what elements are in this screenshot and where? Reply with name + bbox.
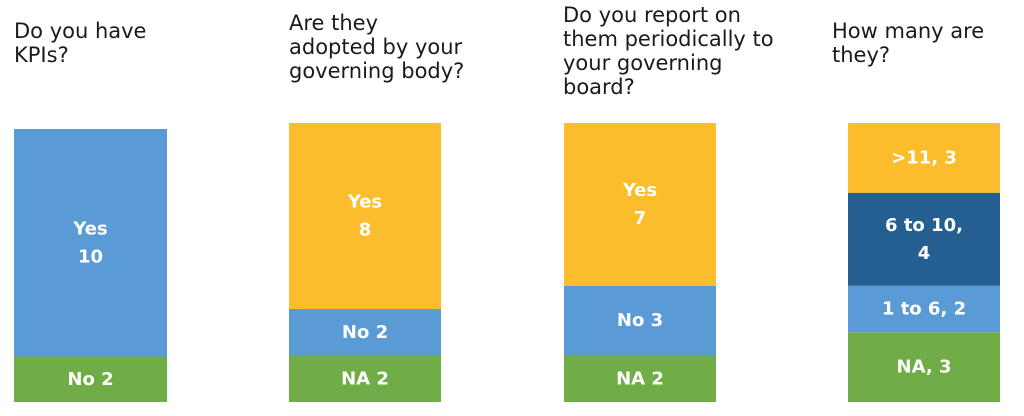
data-label: NA 2 (341, 368, 389, 389)
bar-segment-na (564, 355, 716, 402)
bar-segment-yes (564, 123, 716, 286)
data-label: 4 (918, 243, 931, 264)
data-label: Yes (347, 192, 382, 213)
data-label: NA 2 (616, 368, 664, 389)
data-label: 1 to 6, 2 (882, 299, 966, 320)
bar-segment-na (289, 355, 441, 402)
bar-segment-1-to-6 (848, 285, 1000, 333)
data-label: 8 (359, 220, 372, 241)
data-label: NA, 3 (897, 357, 952, 378)
question-title-report: Do you report on them periodically to yo… (563, 3, 774, 99)
question-title-how-many: How many are they? (832, 19, 985, 67)
data-label: Yes (72, 218, 107, 239)
bar-segment-na (848, 332, 1000, 402)
bar-segment-yes (289, 123, 441, 309)
data-label: 7 (634, 208, 647, 229)
data-label: No 2 (67, 369, 113, 390)
data-label: >11, 3 (891, 147, 957, 168)
bar-segment-11 (848, 123, 1000, 193)
question-title-kpis: Do you have KPIs? (14, 19, 147, 67)
data-label: 6 to 10, (885, 215, 963, 236)
bar-segment-no (564, 285, 716, 356)
data-label: 10 (78, 246, 103, 267)
bar-segment-yes (14, 129, 167, 357)
bar-segment-no (14, 356, 167, 402)
bar-segment-6-to-10 (848, 192, 1000, 286)
bar-segment-no (289, 309, 441, 356)
data-label: No 3 (617, 310, 663, 331)
question-title-adopted: Are they adopted by your governing body? (289, 11, 465, 83)
data-label: Yes (622, 180, 657, 201)
data-label: No 2 (342, 322, 388, 343)
